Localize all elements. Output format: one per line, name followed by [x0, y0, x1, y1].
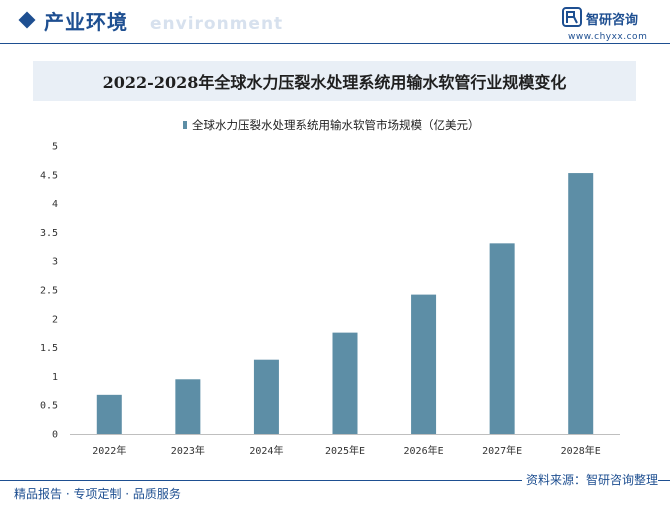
- footer-slogan: 精品报告 · 专项定制 · 品质服务: [14, 487, 181, 501]
- header: 产业环境 environment 智研咨询 www.chyxx.com: [0, 0, 670, 46]
- y-tick-label: 0: [52, 430, 58, 441]
- section-subtitle: environment: [150, 14, 284, 34]
- legend-label: 全球水力压裂水处理系统用输水软管市场规模（亿美元）: [192, 118, 480, 132]
- x-tick-label: 2023年: [171, 444, 205, 457]
- y-tick-label: 3.5: [40, 228, 58, 239]
- footer-divider: [0, 480, 670, 481]
- bar: [253, 359, 279, 434]
- y-tick-label: 4.5: [40, 170, 58, 181]
- bar: [411, 294, 437, 434]
- legend-swatch: [183, 121, 187, 129]
- chart-title-box: 2022-2028年全球水力压裂水处理系统用输水软管行业规模变化: [33, 61, 636, 101]
- logo: 智研咨询 www.chyxx.com: [562, 7, 662, 43]
- y-tick-label: 1.5: [40, 343, 58, 354]
- x-tick-label: 2028年E: [561, 444, 601, 457]
- y-tick-label: 4: [52, 199, 58, 210]
- legend: 全球水力压裂水处理系统用输水软管市场规模（亿美元）: [183, 118, 480, 132]
- y-tick-label: 2.5: [40, 286, 58, 297]
- source-note: 资料来源：智研咨询整理: [521, 471, 658, 488]
- y-tick-label: 0.5: [40, 401, 58, 412]
- x-tick-label: 2024年: [249, 444, 283, 457]
- logo-name: 智研咨询: [586, 13, 639, 28]
- section-title: 产业环境: [44, 10, 128, 34]
- bar: [489, 243, 515, 434]
- logo-url: www.chyxx.com: [568, 32, 648, 42]
- x-tick-label: 2025年E: [325, 444, 365, 457]
- y-tick-label: 1: [52, 372, 58, 383]
- y-tick-label: 2: [52, 314, 58, 325]
- y-tick-label: 5: [52, 142, 58, 153]
- chart-title: 2022-2028年全球水力压裂水处理系统用输水软管行业规模变化: [102, 73, 567, 92]
- bar: [332, 332, 358, 434]
- logo-icon: [562, 7, 582, 27]
- x-tick-label: 2026年E: [404, 444, 444, 457]
- header-divider: [0, 43, 670, 44]
- y-tick-label: 3: [52, 257, 58, 268]
- bar: [568, 173, 594, 434]
- bar: [175, 379, 201, 434]
- bar: [96, 394, 122, 434]
- x-tick-label: 2027年E: [482, 444, 522, 457]
- x-tick-label: 2022年: [92, 444, 126, 457]
